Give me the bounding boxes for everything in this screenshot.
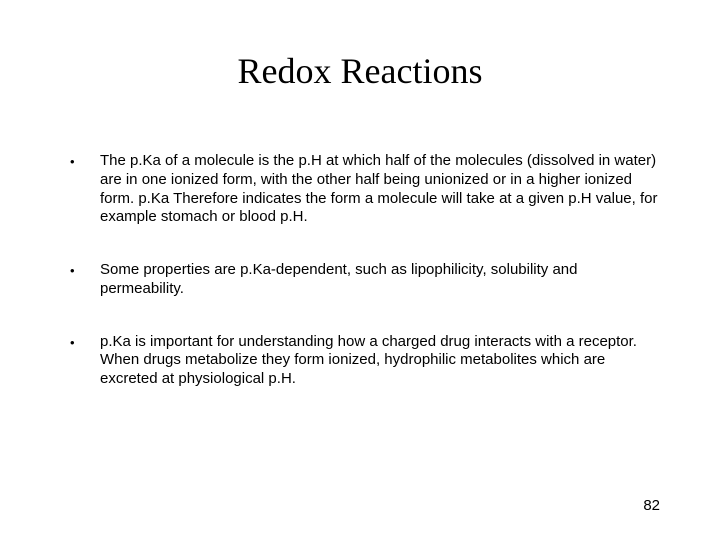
page-number: 82 xyxy=(643,497,660,514)
bullet-marker-icon: • xyxy=(70,333,100,389)
bullet-item: • The p.Ka of a molecule is the p.H at w… xyxy=(70,152,660,227)
bullet-item: • Some properties are p.Ka-dependent, su… xyxy=(70,261,660,299)
bullet-marker-icon: • xyxy=(70,152,100,227)
slide-title: Redox Reactions xyxy=(60,50,660,92)
bullet-marker-icon: • xyxy=(70,261,100,299)
bullet-list: • The p.Ka of a molecule is the p.H at w… xyxy=(60,152,660,389)
bullet-text: p.Ka is important for understanding how … xyxy=(100,333,660,389)
bullet-item: • p.Ka is important for understanding ho… xyxy=(70,333,660,389)
bullet-text: Some properties are p.Ka-dependent, such… xyxy=(100,261,660,299)
bullet-text: The p.Ka of a molecule is the p.H at whi… xyxy=(100,152,660,227)
